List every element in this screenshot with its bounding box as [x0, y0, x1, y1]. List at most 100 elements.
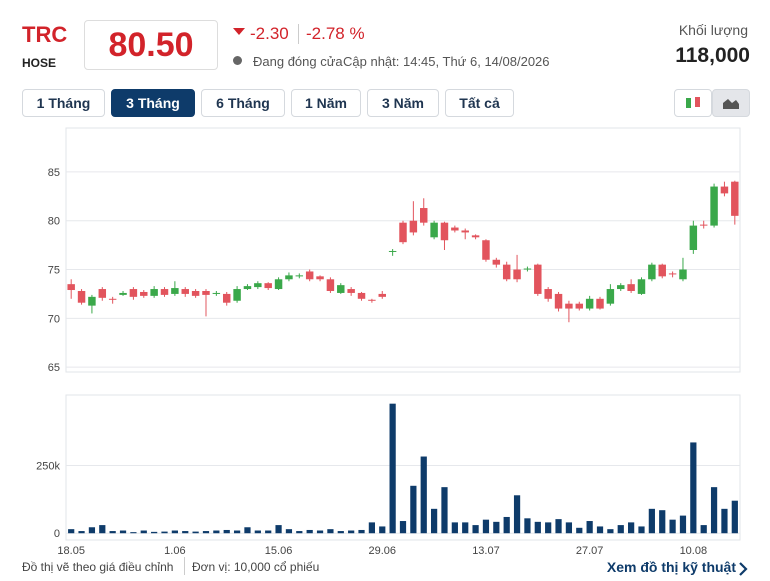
- candle-body: [368, 299, 376, 301]
- volume-bar: [482, 519, 490, 534]
- candle-body: [191, 290, 200, 296]
- chevron[interactable]: [738, 562, 748, 576]
- volume-bar: [648, 508, 655, 534]
- candle-body: [699, 224, 708, 226]
- candle-body: [627, 284, 635, 291]
- volume-bar: [399, 521, 407, 534]
- technical-link[interactable]: Xem đồ thị kỹ thuật: [606, 559, 736, 575]
- candle-body: [658, 264, 666, 277]
- volume-bar: [192, 531, 199, 534]
- volume-bar: [327, 529, 334, 534]
- volume-bar: [679, 515, 687, 534]
- divider: [184, 557, 185, 575]
- volume-bar: [700, 525, 707, 534]
- volume-bar: [348, 530, 355, 534]
- y2-tick-label: 0: [54, 528, 60, 540]
- volume-bar: [316, 530, 324, 534]
- volume-bar: [254, 530, 261, 534]
- volume-bar: [389, 403, 396, 534]
- volume-bar: [140, 530, 147, 534]
- candle-body: [388, 250, 397, 252]
- range-button[interactable]: 1 Năm: [291, 89, 361, 117]
- volume-bar: [576, 527, 583, 534]
- candle-body: [98, 289, 107, 298]
- volume-bar: [534, 521, 541, 534]
- y-tick-label: 65: [48, 362, 60, 374]
- candle-body: [461, 230, 469, 233]
- volume-bar: [669, 519, 676, 534]
- candle-body: [534, 264, 542, 294]
- candle-body: [710, 186, 718, 226]
- candle-body: [77, 290, 86, 303]
- candle-body: [668, 273, 677, 275]
- volume-panel: [65, 394, 741, 541]
- candle-body: [409, 220, 418, 233]
- footer-unit: Đơn vị: 10,000 cổ phiếu: [192, 560, 320, 574]
- candle-body: [274, 279, 283, 290]
- candle-body: [731, 181, 739, 216]
- candle-body: [440, 222, 449, 241]
- candle-body: [679, 269, 687, 280]
- change-pct: -2.78 %: [306, 24, 365, 43]
- updated: Cập nhật: 14:45, Thứ 6, 14/08/2026: [343, 54, 550, 69]
- volume-bar: [690, 442, 697, 534]
- volume-bar: [78, 531, 85, 534]
- y2-tick-label: 250k: [36, 460, 60, 472]
- volume-bar: [99, 525, 106, 534]
- x-tick-label: 13.07: [472, 545, 500, 557]
- x-tick-label: 18.05: [57, 545, 85, 557]
- range-button[interactable]: 1 Tháng: [22, 89, 105, 117]
- footer-note: Đồ thị vẽ theo giá điều chỉnh: [22, 560, 174, 574]
- volume-bar: [213, 530, 220, 534]
- symbol: TRC: [22, 22, 68, 47]
- divider: [298, 24, 299, 44]
- y-tick-label: 70: [48, 313, 60, 325]
- candle-body: [243, 286, 252, 290]
- volume-bar: [368, 522, 376, 534]
- candle-body: [554, 293, 563, 309]
- volume-bar: [265, 530, 272, 534]
- volume-bar: [306, 529, 313, 534]
- volume: 118,000: [675, 44, 750, 67]
- x-tick-label: 27.07: [576, 545, 604, 557]
- candle-toggle[interactable]: [674, 89, 712, 117]
- volume-bar: [244, 527, 251, 534]
- candle-body: [637, 279, 646, 294]
- candle-body: [420, 208, 428, 223]
- candle-body: [502, 264, 511, 280]
- exchange: HOSE: [22, 56, 57, 70]
- range-button[interactable]: 3 Tháng: [111, 89, 195, 117]
- x-tick-label: 10.08: [680, 545, 708, 557]
- candle-body: [264, 283, 272, 289]
- y-tick-label: 75: [48, 265, 60, 277]
- volume-bar: [545, 522, 552, 534]
- volume-bar: [285, 529, 293, 534]
- candle-body: [378, 293, 386, 297]
- candle-body: [254, 283, 262, 288]
- volume-bar: [638, 526, 645, 534]
- volume-bar: [565, 522, 573, 534]
- volume-bar: [88, 527, 96, 534]
- candle-body: [544, 289, 552, 299]
- area-toggle[interactable]: [712, 89, 750, 117]
- candle-body: [202, 290, 210, 295]
- candle-body: [585, 298, 594, 309]
- volume-bar: [182, 531, 189, 534]
- volume-bar: [68, 529, 75, 534]
- y-tick-label: 80: [48, 216, 60, 228]
- candle-body: [181, 289, 189, 294]
- volume-bar: [462, 522, 469, 534]
- range-button[interactable]: 6 Tháng: [201, 89, 285, 117]
- candle-body: [720, 186, 729, 194]
- range-button[interactable]: Tất cả: [445, 89, 514, 117]
- volume-bar: [151, 531, 158, 534]
- range-button[interactable]: 3 Năm: [367, 89, 439, 117]
- candle-body: [399, 222, 407, 243]
- volume-bar: [513, 495, 521, 534]
- x-tick-label: 1.06: [164, 545, 185, 557]
- volume-bar: [607, 529, 614, 534]
- volume-bar: [379, 526, 386, 534]
- volume-bar: [596, 526, 604, 534]
- volume-bar: [493, 521, 500, 534]
